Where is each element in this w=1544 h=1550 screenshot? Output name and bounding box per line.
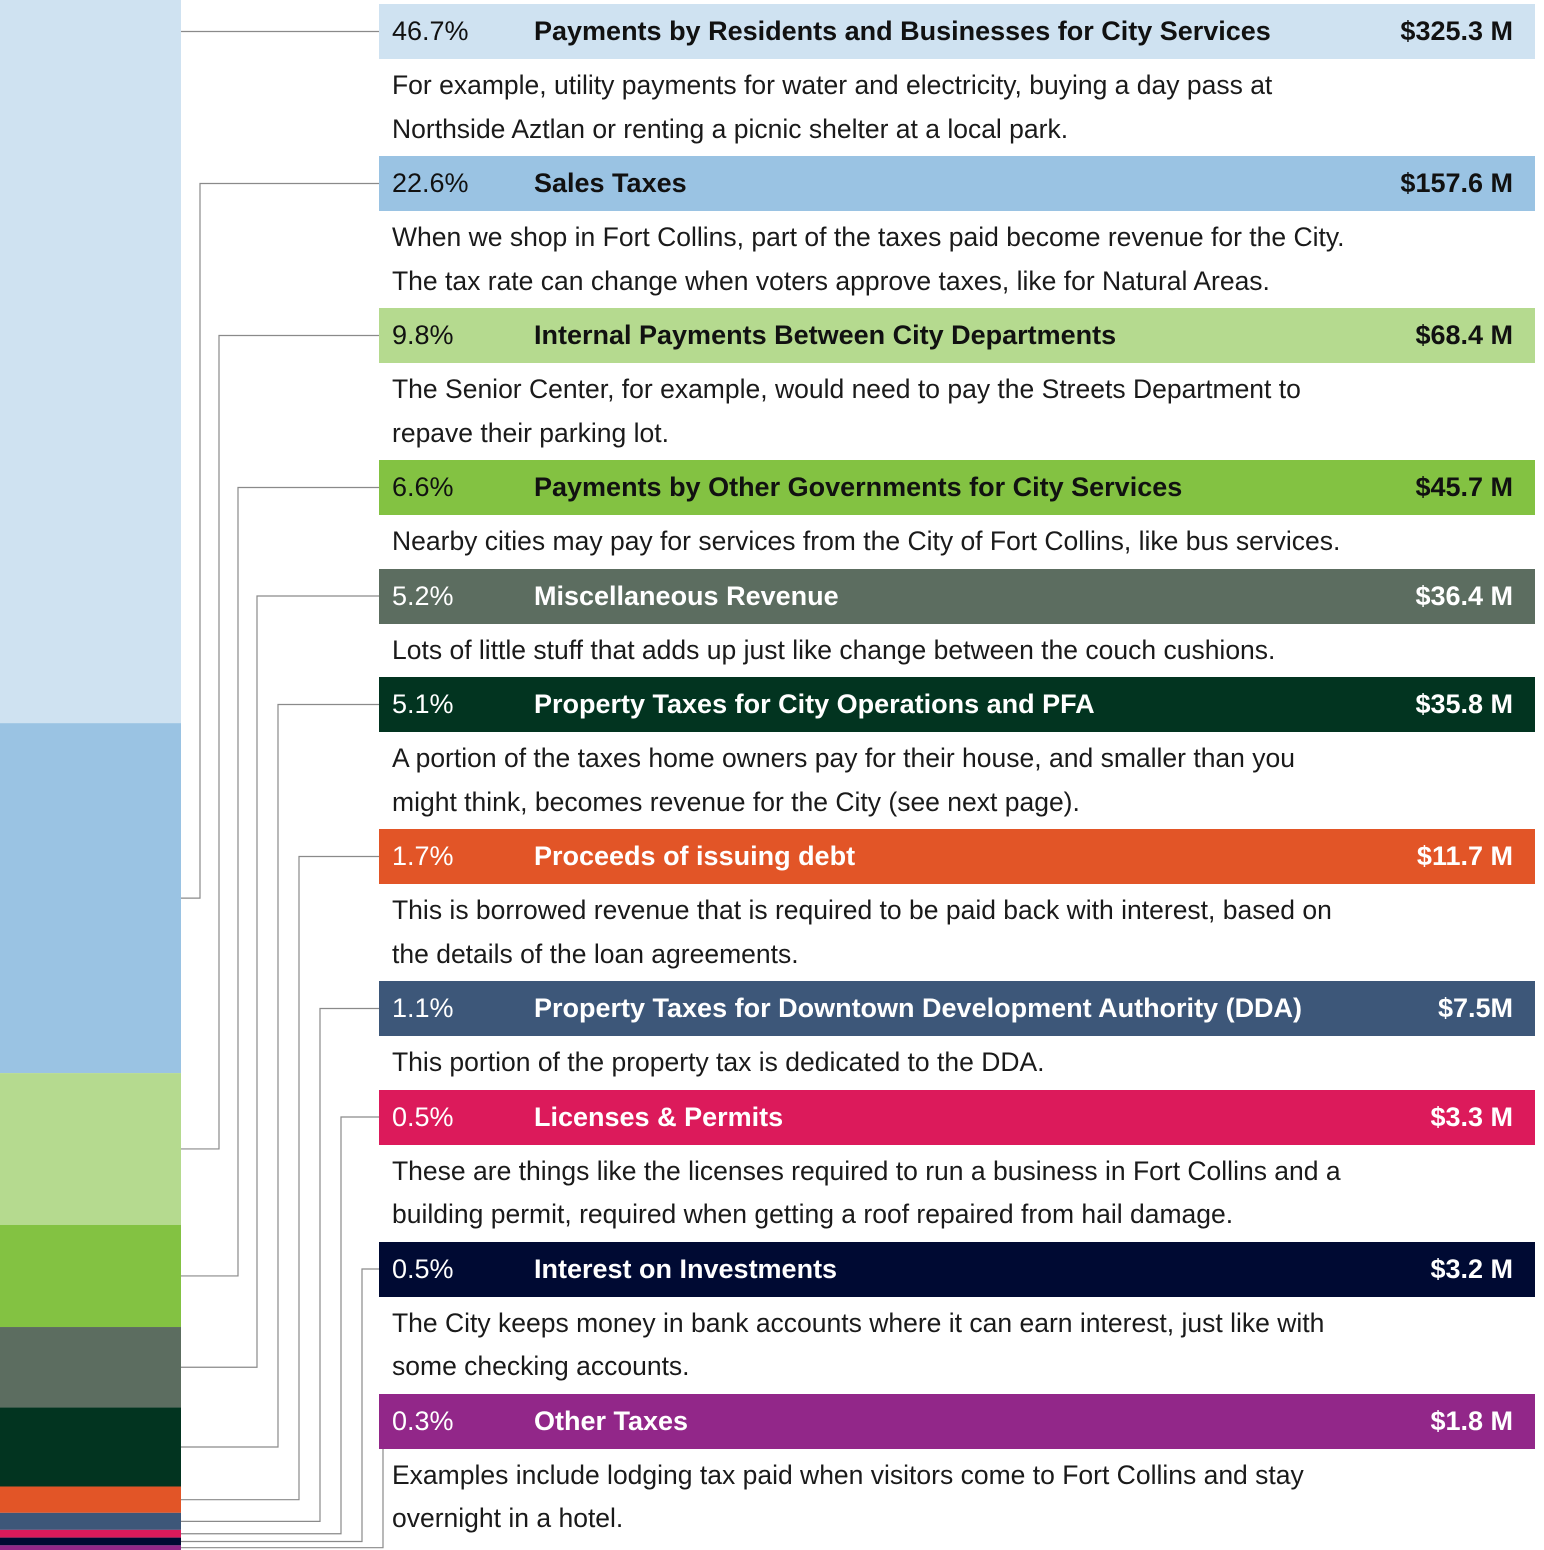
category-name: Payments by Residents and Businesses for…: [534, 16, 1271, 46]
amount-label: $1.8 M: [1430, 1405, 1513, 1436]
legend-list: 46.7% Payments by Residents and Businesse…: [379, 4, 1535, 1546]
category-name: Sales Taxes: [534, 168, 687, 198]
percent-label: 0.5%: [392, 1253, 454, 1284]
description-line: might think, becomes revenue for the Cit…: [392, 786, 1080, 817]
column-segment: [0, 1537, 181, 1546]
column-segment: [0, 1407, 181, 1487]
connector: [181, 703, 379, 1448]
description-line: A portion of the taxes home owners pay f…: [392, 743, 1295, 773]
amount-label: $3.2 M: [1430, 1253, 1513, 1284]
description-line: This is borrowed revenue that is require…: [392, 895, 1332, 925]
description-line: The tax rate can change when voters appr…: [392, 265, 1270, 296]
column-segment: [0, 1224, 181, 1328]
amount-label: $3.3 M: [1430, 1101, 1513, 1132]
description: The Senior Center, for example, would ne…: [379, 363, 1535, 460]
description-line: Northside Aztlan or renting a picnic she…: [392, 113, 1069, 144]
description: A portion of the taxes home owners pay f…: [379, 732, 1535, 829]
category-name: Miscellaneous Revenue: [534, 580, 839, 611]
description-line: The City keeps money in bank accounts wh…: [392, 1307, 1325, 1338]
column-segment: [0, 1327, 181, 1408]
category-name: Payments by Other Governments for City S…: [534, 472, 1183, 502]
description: Nearby cities may pay for services from …: [379, 515, 1535, 569]
column-segment: [0, 1529, 181, 1538]
amount-label: $45.7 M: [1415, 472, 1513, 502]
row-header: 0.5% Licenses & Permits $3.3 M: [379, 1089, 1535, 1145]
category-name: Proceeds of issuing debt: [534, 841, 856, 871]
connector: [181, 486, 379, 1277]
percent-label: 0.5%: [392, 1101, 454, 1132]
row-header: 0.5% Interest on Investments $3.2 M: [379, 1241, 1535, 1297]
percent-label: 22.6%: [392, 168, 469, 198]
percent-label: 0.3%: [392, 1405, 454, 1436]
amount-label: $157.6 M: [1400, 168, 1513, 198]
connector: [181, 1268, 379, 1543]
row-header: 6.6% Payments by Other Governments for Ci…: [379, 460, 1535, 515]
column-segment: [0, 723, 181, 1074]
amount-label: $11.7 M: [1416, 841, 1513, 871]
description-line: Lots of little stuff that adds up just l…: [392, 634, 1276, 665]
category-name: Interest on Investments: [534, 1253, 838, 1284]
percent-label: 6.6%: [392, 472, 454, 502]
description-line: some checking accounts.: [392, 1351, 690, 1381]
row-header: 5.1% Property Taxes for City Operations a…: [379, 677, 1535, 732]
description-line: the details of the loan agreements.: [392, 938, 799, 969]
percent-label: 1.1%: [392, 993, 454, 1023]
description: Lots of little stuff that adds up just l…: [379, 624, 1535, 678]
column-segment: [0, 1486, 181, 1513]
category-name: Other Taxes: [534, 1405, 689, 1436]
description-line: overnight in a hotel.: [392, 1503, 624, 1533]
description-line: repave their parking lot.: [392, 417, 669, 448]
percent-label: 9.8%: [392, 320, 454, 350]
category-name: Property Taxes for Downtown Development …: [534, 993, 1303, 1023]
connector: [181, 1420, 384, 1549]
description-line: The Senior Center, for example, would ne…: [392, 374, 1301, 404]
description: Examples include lodging tax paid when v…: [379, 1449, 1535, 1546]
description: For example, utility payments for water …: [379, 59, 1535, 156]
percent-label: 5.1%: [392, 689, 454, 719]
connector: [181, 595, 379, 1368]
category-name: Property Taxes for City Operations and P…: [534, 689, 1095, 719]
connector: [181, 855, 379, 1501]
column-segment: [0, 1512, 181, 1530]
category-name: Internal Payments Between City Departmen…: [534, 320, 1117, 350]
row-header: 46.7% Payments by Residents and Businesse…: [379, 4, 1535, 59]
column-segment: [0, 1073, 181, 1225]
row-header: 1.1% Property Taxes for Downtown Developm…: [379, 981, 1535, 1036]
column-segment: [0, 1545, 181, 1550]
amount-label: $68.4 M: [1415, 320, 1513, 350]
amount-label: $325.3 M: [1400, 16, 1513, 46]
description: This is borrowed revenue that is require…: [379, 884, 1535, 981]
description-line: building permit, required when getting a…: [392, 1199, 1234, 1229]
category-name: Licenses & Permits: [534, 1101, 784, 1132]
connector: [181, 1116, 379, 1535]
amount-label: $36.4 M: [1415, 580, 1513, 611]
description: When we shop in Fort Collins, part of th…: [379, 211, 1535, 308]
row-header: 9.8% Internal Payments Between City Depar…: [379, 308, 1535, 363]
connector: [181, 1007, 379, 1522]
row-header: 1.7% Proceeds of issuing debt $11.7 M: [379, 829, 1535, 884]
row-header: 5.2% Miscellaneous Revenue $36.4 M: [379, 568, 1535, 624]
description: This portion of the property tax is dedi…: [379, 1036, 1535, 1090]
description: These are things like the licenses requi…: [379, 1145, 1535, 1242]
description: The City keeps money in bank accounts wh…: [379, 1297, 1535, 1394]
description-line: This portion of the property tax is dedi…: [392, 1047, 1045, 1077]
column-segment: [0, 0, 181, 724]
description-line: Examples include lodging tax paid when v…: [392, 1459, 1304, 1490]
amount-label: $7.5M: [1437, 993, 1513, 1023]
connector: [181, 334, 379, 1150]
percent-label: 1.7%: [392, 841, 454, 871]
percent-label: 5.2%: [392, 580, 454, 611]
connector: [181, 182, 379, 899]
description-line: Nearby cities may pay for services from …: [392, 526, 1341, 556]
percent-label: 46.7%: [392, 16, 469, 46]
amount-label: $35.8 M: [1415, 689, 1513, 719]
row-header: 0.3% Other Taxes $1.8 M: [379, 1393, 1535, 1449]
description-line: For example, utility payments for water …: [392, 70, 1273, 100]
row-header: 22.6% Sales Taxes $157.6 M: [379, 156, 1535, 211]
description-line: When we shop in Fort Collins, part of th…: [392, 222, 1345, 252]
description-line: These are things like the licenses requi…: [392, 1155, 1341, 1186]
